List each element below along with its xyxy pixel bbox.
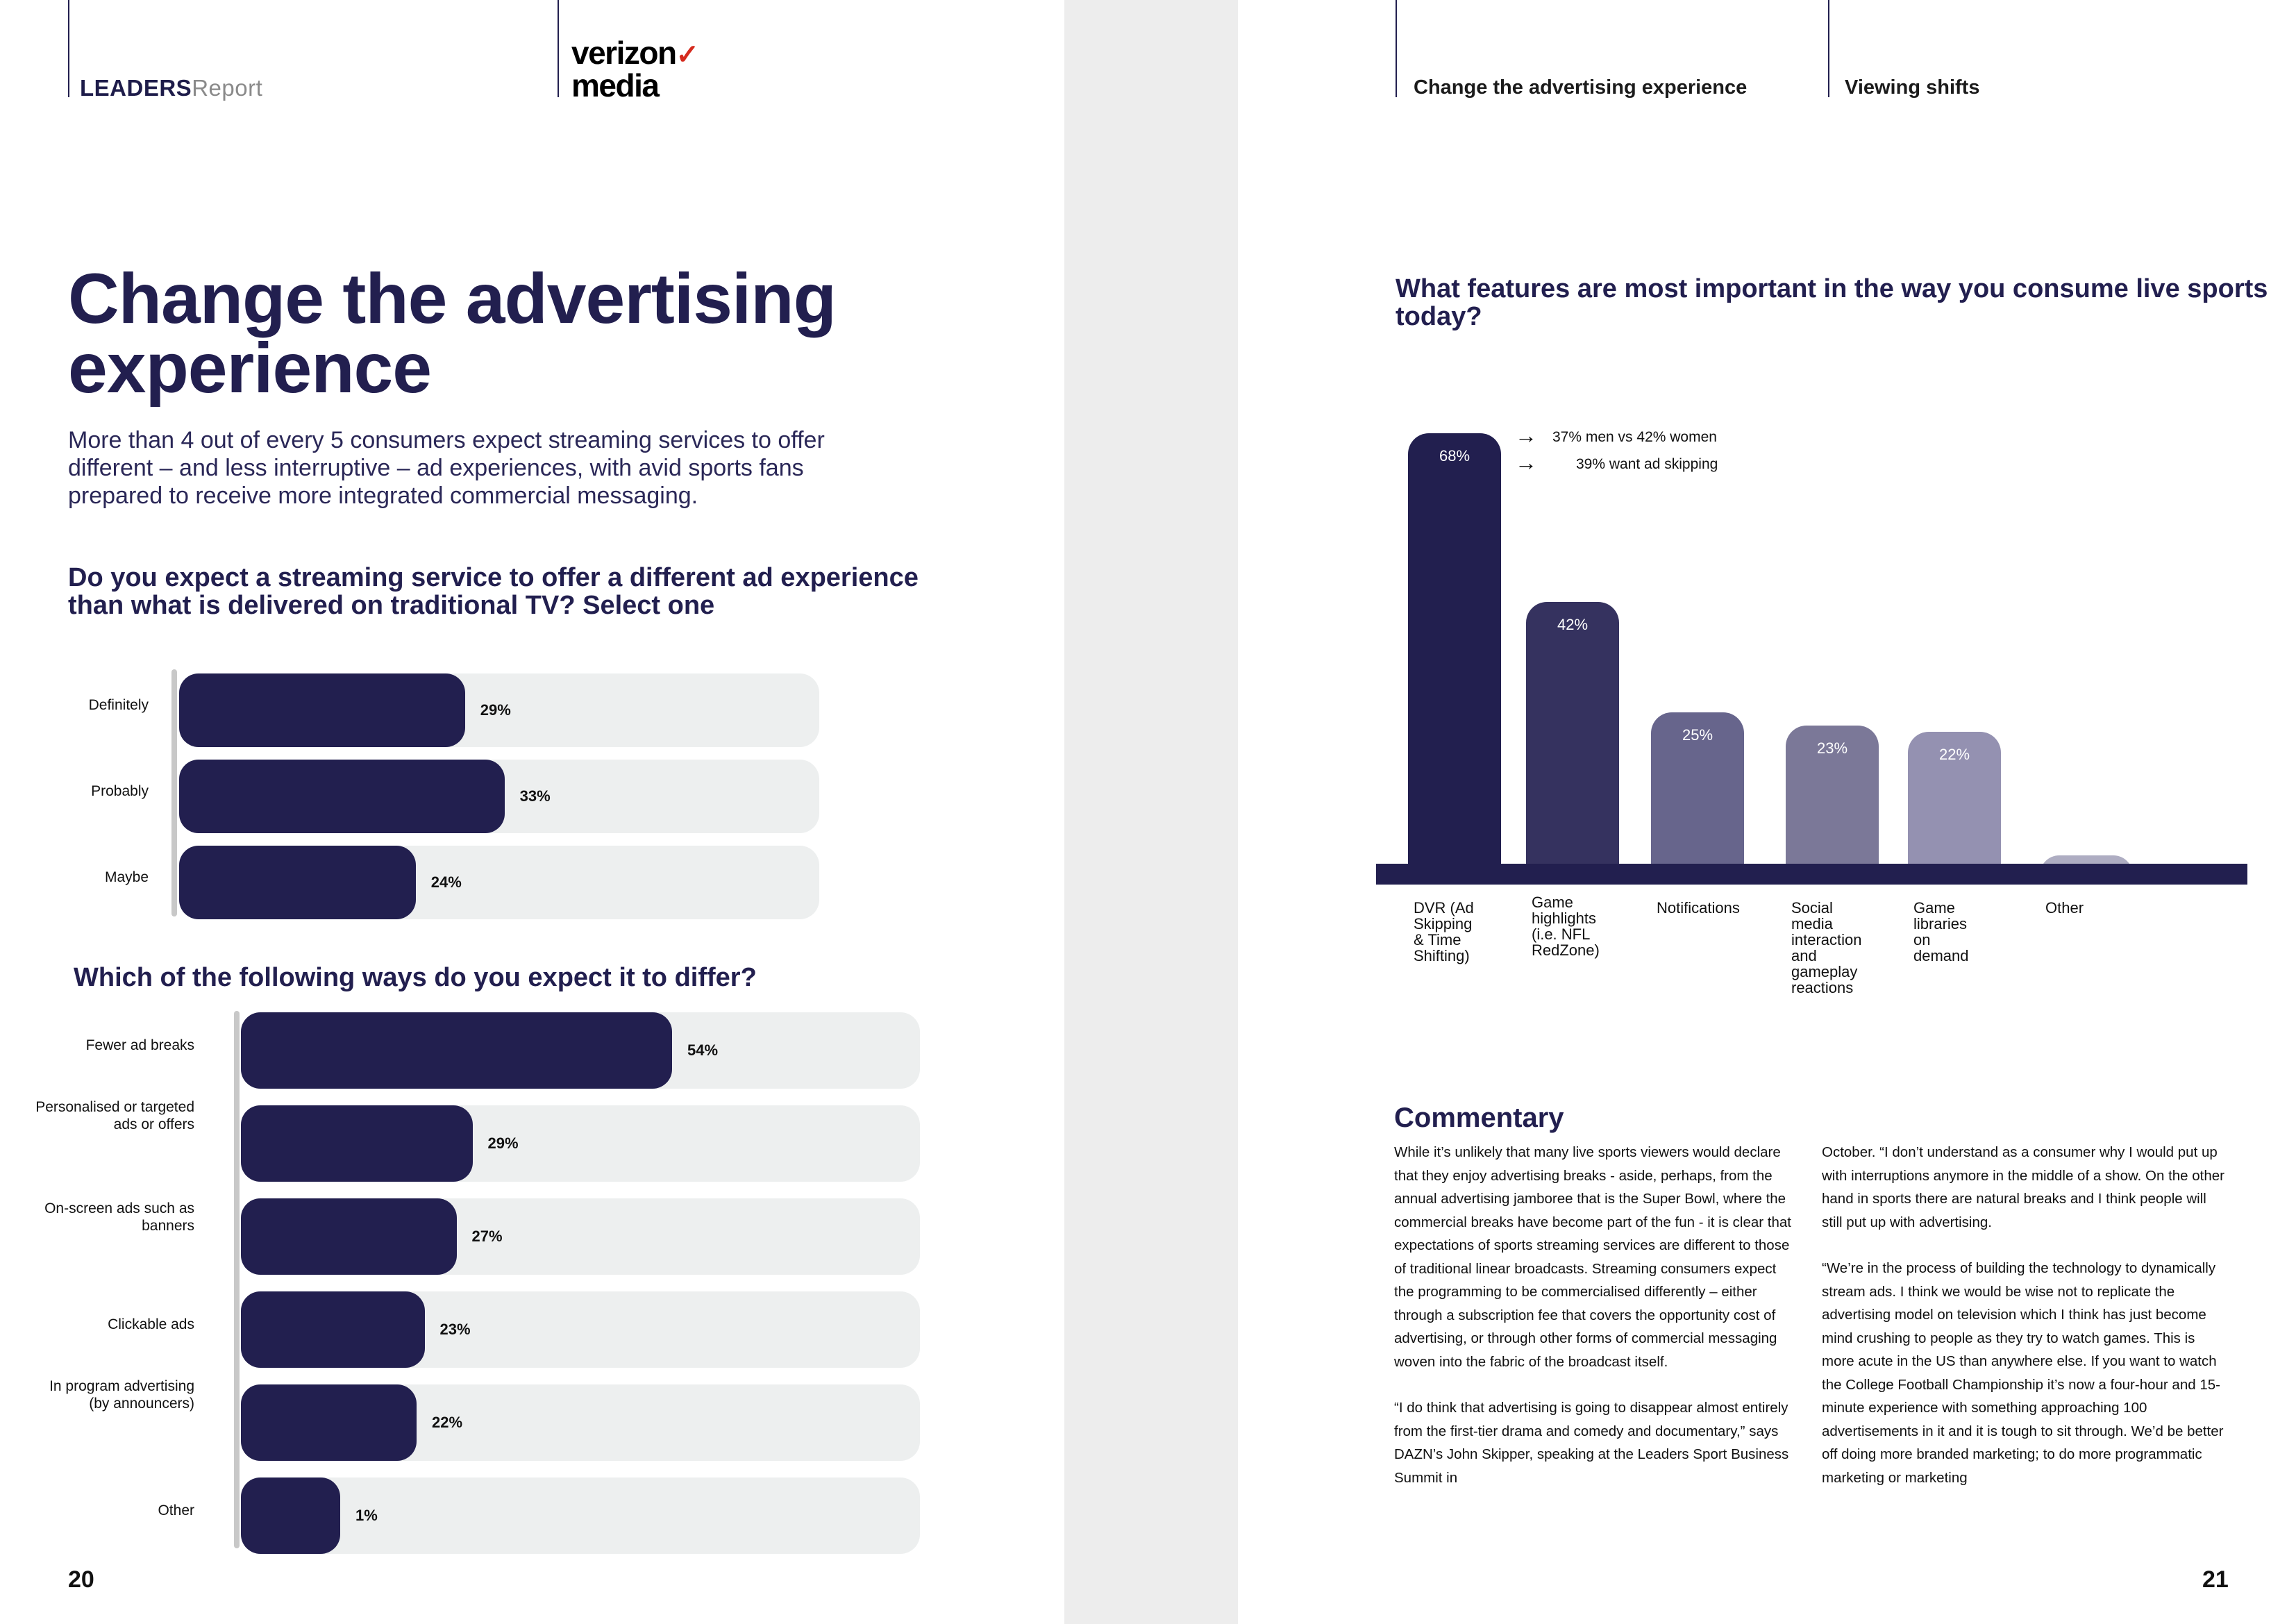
commentary-paragraph: “We’re in the process of building the te… (1822, 1260, 2224, 1486)
column-category-label-line: Shifting) (1414, 947, 1470, 964)
header-rule-4 (1828, 0, 1829, 97)
column-category-label-line: libraries (1913, 915, 1968, 932)
commentary-column-2: October. “I don’t understand as a consum… (1822, 1141, 2224, 1512)
column-category-label-line: reactions (1791, 979, 1854, 996)
commentary-paragraph: October. “I don’t understand as a consum… (1822, 1144, 2225, 1230)
bar-value-label: 1% (355, 1507, 378, 1524)
column-value-label: 68% (1439, 447, 1470, 465)
page-number-right: 21 (2202, 1566, 2229, 1593)
bar-value-label: 27% (471, 1228, 503, 1245)
commentary-paragraph: “I do think that advertising is going to… (1394, 1400, 1789, 1486)
page-gutter (1064, 0, 1238, 1624)
column-bar (1651, 712, 1744, 875)
page-title: Change the advertising experience (68, 259, 837, 408)
column-category-label-line: DVR (Ad (1414, 899, 1474, 916)
bar-value-label: 29% (480, 701, 511, 719)
page-number-left: 20 (68, 1566, 94, 1593)
column-value-label: 23% (1816, 739, 1848, 757)
column-value-label: 25% (1682, 726, 1713, 744)
column-category-label: Game highlights (i.e. NFL RedZone) (1532, 894, 1600, 958)
commentary-column-1: While it’s unlikely that many live sport… (1394, 1141, 1797, 1512)
bar-category-label: Maybe (104, 869, 149, 885)
verizon-media-logo: verizon✓ media (571, 35, 700, 103)
chart-baseline (1376, 864, 2247, 885)
bar-category-label: In program advertising (by announcers) (49, 1378, 194, 1412)
bar-fill (179, 673, 465, 747)
bar-category-label: On-screen ads such as banners (44, 1200, 194, 1234)
header-rule-1 (68, 0, 69, 97)
commentary-title: Commentary (1394, 1103, 1564, 1133)
column-category-label: Notifications (1657, 900, 1740, 916)
column-category-label-line: gameplay (1791, 963, 1858, 980)
verizon-check-icon: ✓ (676, 40, 700, 70)
annotation-ad-skipping: 39% want ad skipping (1576, 456, 1718, 472)
column-category-label-line: interaction (1791, 931, 1862, 948)
tab-viewing-shifts[interactable]: Viewing shifts (1845, 76, 1980, 99)
bar-fill (241, 1012, 672, 1089)
bar-fill (241, 1105, 473, 1182)
bar-category-label: Definitely (88, 696, 149, 713)
bar-value-label: 22% (432, 1414, 463, 1431)
bar-value-label: 29% (487, 1135, 519, 1152)
column-bar (1908, 732, 2001, 875)
header-rule-3 (1396, 0, 1397, 97)
arrow-icon: → (1515, 450, 1537, 475)
question-1: Do you expect a streaming service to off… (68, 563, 919, 620)
bar-fill (179, 760, 505, 833)
column-category-label: DVR (Ad Skipping & Time Shifting) (1414, 900, 1474, 964)
column-category-label-line: & Time (1414, 931, 1461, 948)
bar-value-label: 23% (439, 1321, 471, 1338)
column-value-label: 42% (1557, 616, 1589, 634)
bar-fill (241, 1198, 457, 1275)
column-bar (1526, 602, 1619, 875)
column-category-label-line: highlights (1532, 910, 1596, 927)
column-category-label: Game libraries on demand (1913, 900, 1969, 964)
column-category-label-line: and (1791, 947, 1817, 964)
column-category-label-line: on (1913, 931, 1931, 948)
column-category-label-line: Notifications (1657, 899, 1740, 916)
bar-value-label: 24% (430, 873, 462, 891)
bar-fill (179, 846, 416, 919)
column-category-label-line: Game (1913, 899, 1955, 916)
bar-category-label: Fewer ad breaks (85, 1037, 194, 1053)
bar-value-label: 33% (519, 787, 551, 805)
column-category-label: Social media interaction and gameplay reactio… (1791, 900, 1862, 996)
intro-text: More than 4 out of every 5 consumers exp… (68, 427, 825, 509)
bar-fill (241, 1291, 425, 1368)
annotation-men-women: 37% men vs 42% women (1552, 429, 1717, 445)
brand-leaders-report: LEADERSReport (80, 75, 263, 101)
column-category-label-line: media (1791, 915, 1833, 932)
column-bar (1786, 725, 1879, 875)
column-category-label: Other (2045, 900, 2084, 916)
bar-fill (241, 1384, 417, 1461)
arrow-icon: → (1515, 423, 1537, 448)
q1-axis (171, 669, 177, 916)
column-bar (1408, 433, 1501, 875)
column-value-label: 22% (1938, 746, 1970, 764)
bar-value-label: 54% (687, 1041, 719, 1059)
bar-category-label: Probably (91, 782, 149, 799)
header-rule-2 (558, 0, 559, 97)
bar-track (241, 1477, 920, 1554)
tab-change-advertising[interactable]: Change the advertising experience (1414, 76, 1748, 99)
bar-fill (241, 1477, 340, 1554)
bar-category-label: Other (158, 1502, 194, 1518)
bar-category-label: Personalised or targeted ads or offers (35, 1098, 194, 1132)
question-3: What features are most important in the … (1396, 274, 2268, 331)
question-2: Which of the following ways do you expec… (74, 963, 757, 992)
commentary-paragraph: While it’s unlikely that many live sport… (1394, 1144, 1791, 1370)
column-category-label-line: demand (1913, 947, 1969, 964)
bar-category-label: Clickable ads (108, 1316, 194, 1332)
column-category-label-line: Skipping (1414, 915, 1473, 932)
column-category-label-line: Game (1532, 894, 1573, 911)
column-category-label-line: RedZone) (1532, 941, 1600, 959)
q2-axis (234, 1011, 240, 1548)
column-category-label-line: Social (1791, 899, 1833, 916)
column-category-label-line: Other (2045, 899, 2084, 916)
column-category-label-line: (i.e. NFL (1532, 926, 1591, 943)
